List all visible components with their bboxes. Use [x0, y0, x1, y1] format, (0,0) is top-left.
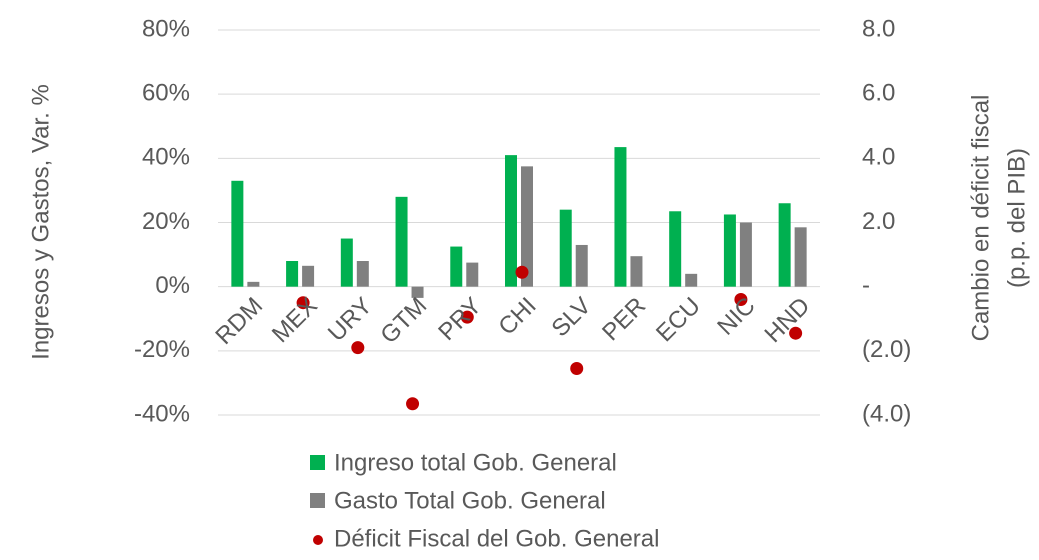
- bar: [302, 265, 315, 287]
- legend-swatch: [310, 455, 325, 470]
- y-tick-label: 20%: [142, 208, 190, 235]
- x-tick-label: CHI: [493, 292, 541, 340]
- y2-tick-label: (4.0): [862, 400, 911, 427]
- y-tick-label: 80%: [142, 15, 190, 42]
- x-tick-label: MEX: [267, 292, 323, 348]
- dot: [515, 265, 529, 279]
- y2-axis-title: Cambio en déficit fiscal: [967, 95, 994, 342]
- dot: [789, 326, 803, 340]
- bar: [739, 222, 752, 287]
- bar: [340, 238, 353, 287]
- x-tick-label: URY: [323, 292, 378, 347]
- legend-label: Ingreso total Gob. General: [334, 449, 617, 476]
- legend-label: Déficit Fiscal del Gob. General: [334, 525, 659, 552]
- bar: [685, 273, 698, 287]
- dot: [570, 361, 584, 375]
- x-tick-label: GTM: [375, 292, 432, 349]
- bar: [778, 203, 791, 287]
- bar: [356, 261, 369, 287]
- bar: [630, 256, 643, 287]
- dot: [296, 296, 310, 310]
- y2-tick-label: 2.0: [862, 208, 895, 235]
- legend-label: Gasto Total Gob. General: [334, 487, 606, 514]
- bar: [794, 227, 807, 287]
- bar: [247, 281, 260, 287]
- bar: [669, 211, 682, 287]
- bar: [231, 180, 244, 287]
- bar: [286, 261, 299, 287]
- bar: [505, 155, 517, 287]
- legend-swatch: [310, 493, 325, 508]
- y-tick-label: -40%: [134, 400, 190, 427]
- bar: [450, 246, 463, 287]
- legend-swatch: [313, 535, 323, 545]
- y2-tick-label: 4.0: [862, 144, 895, 171]
- x-tick-label: NIC: [712, 292, 760, 340]
- bar: [466, 262, 479, 287]
- x-tick-label: RDM: [210, 292, 268, 350]
- y2-tick-label: (2.0): [862, 336, 911, 363]
- y2-tick-label: 6.0: [862, 80, 895, 107]
- dot: [406, 397, 420, 411]
- y2-tick-label: 8.0: [862, 15, 895, 42]
- bar: [395, 196, 408, 287]
- y2-tick-label: -: [862, 272, 870, 299]
- y-axis-title: Ingresos y Gastos, Var. %: [27, 84, 54, 360]
- bar: [614, 147, 627, 287]
- bar: [521, 166, 533, 287]
- x-tick-label: HND: [760, 292, 816, 348]
- x-tick-label: ECU: [651, 292, 706, 347]
- bar: [411, 286, 424, 298]
- y-tick-label: 0%: [155, 272, 190, 299]
- dot: [734, 293, 748, 306]
- y2-axis-title: (p.p. del PIB): [1003, 148, 1030, 288]
- y-tick-label: 60%: [142, 80, 190, 107]
- x-tick-label: PRY: [433, 292, 487, 346]
- bar: [559, 209, 572, 287]
- dot: [460, 310, 474, 324]
- bar: [575, 244, 588, 287]
- bar: [723, 214, 736, 287]
- y-tick-label: 40%: [142, 144, 190, 171]
- y-tick-label: -20%: [134, 336, 190, 363]
- x-tick-label: PER: [597, 292, 651, 346]
- x-tick-label: SLV: [547, 292, 597, 342]
- dot: [351, 341, 365, 355]
